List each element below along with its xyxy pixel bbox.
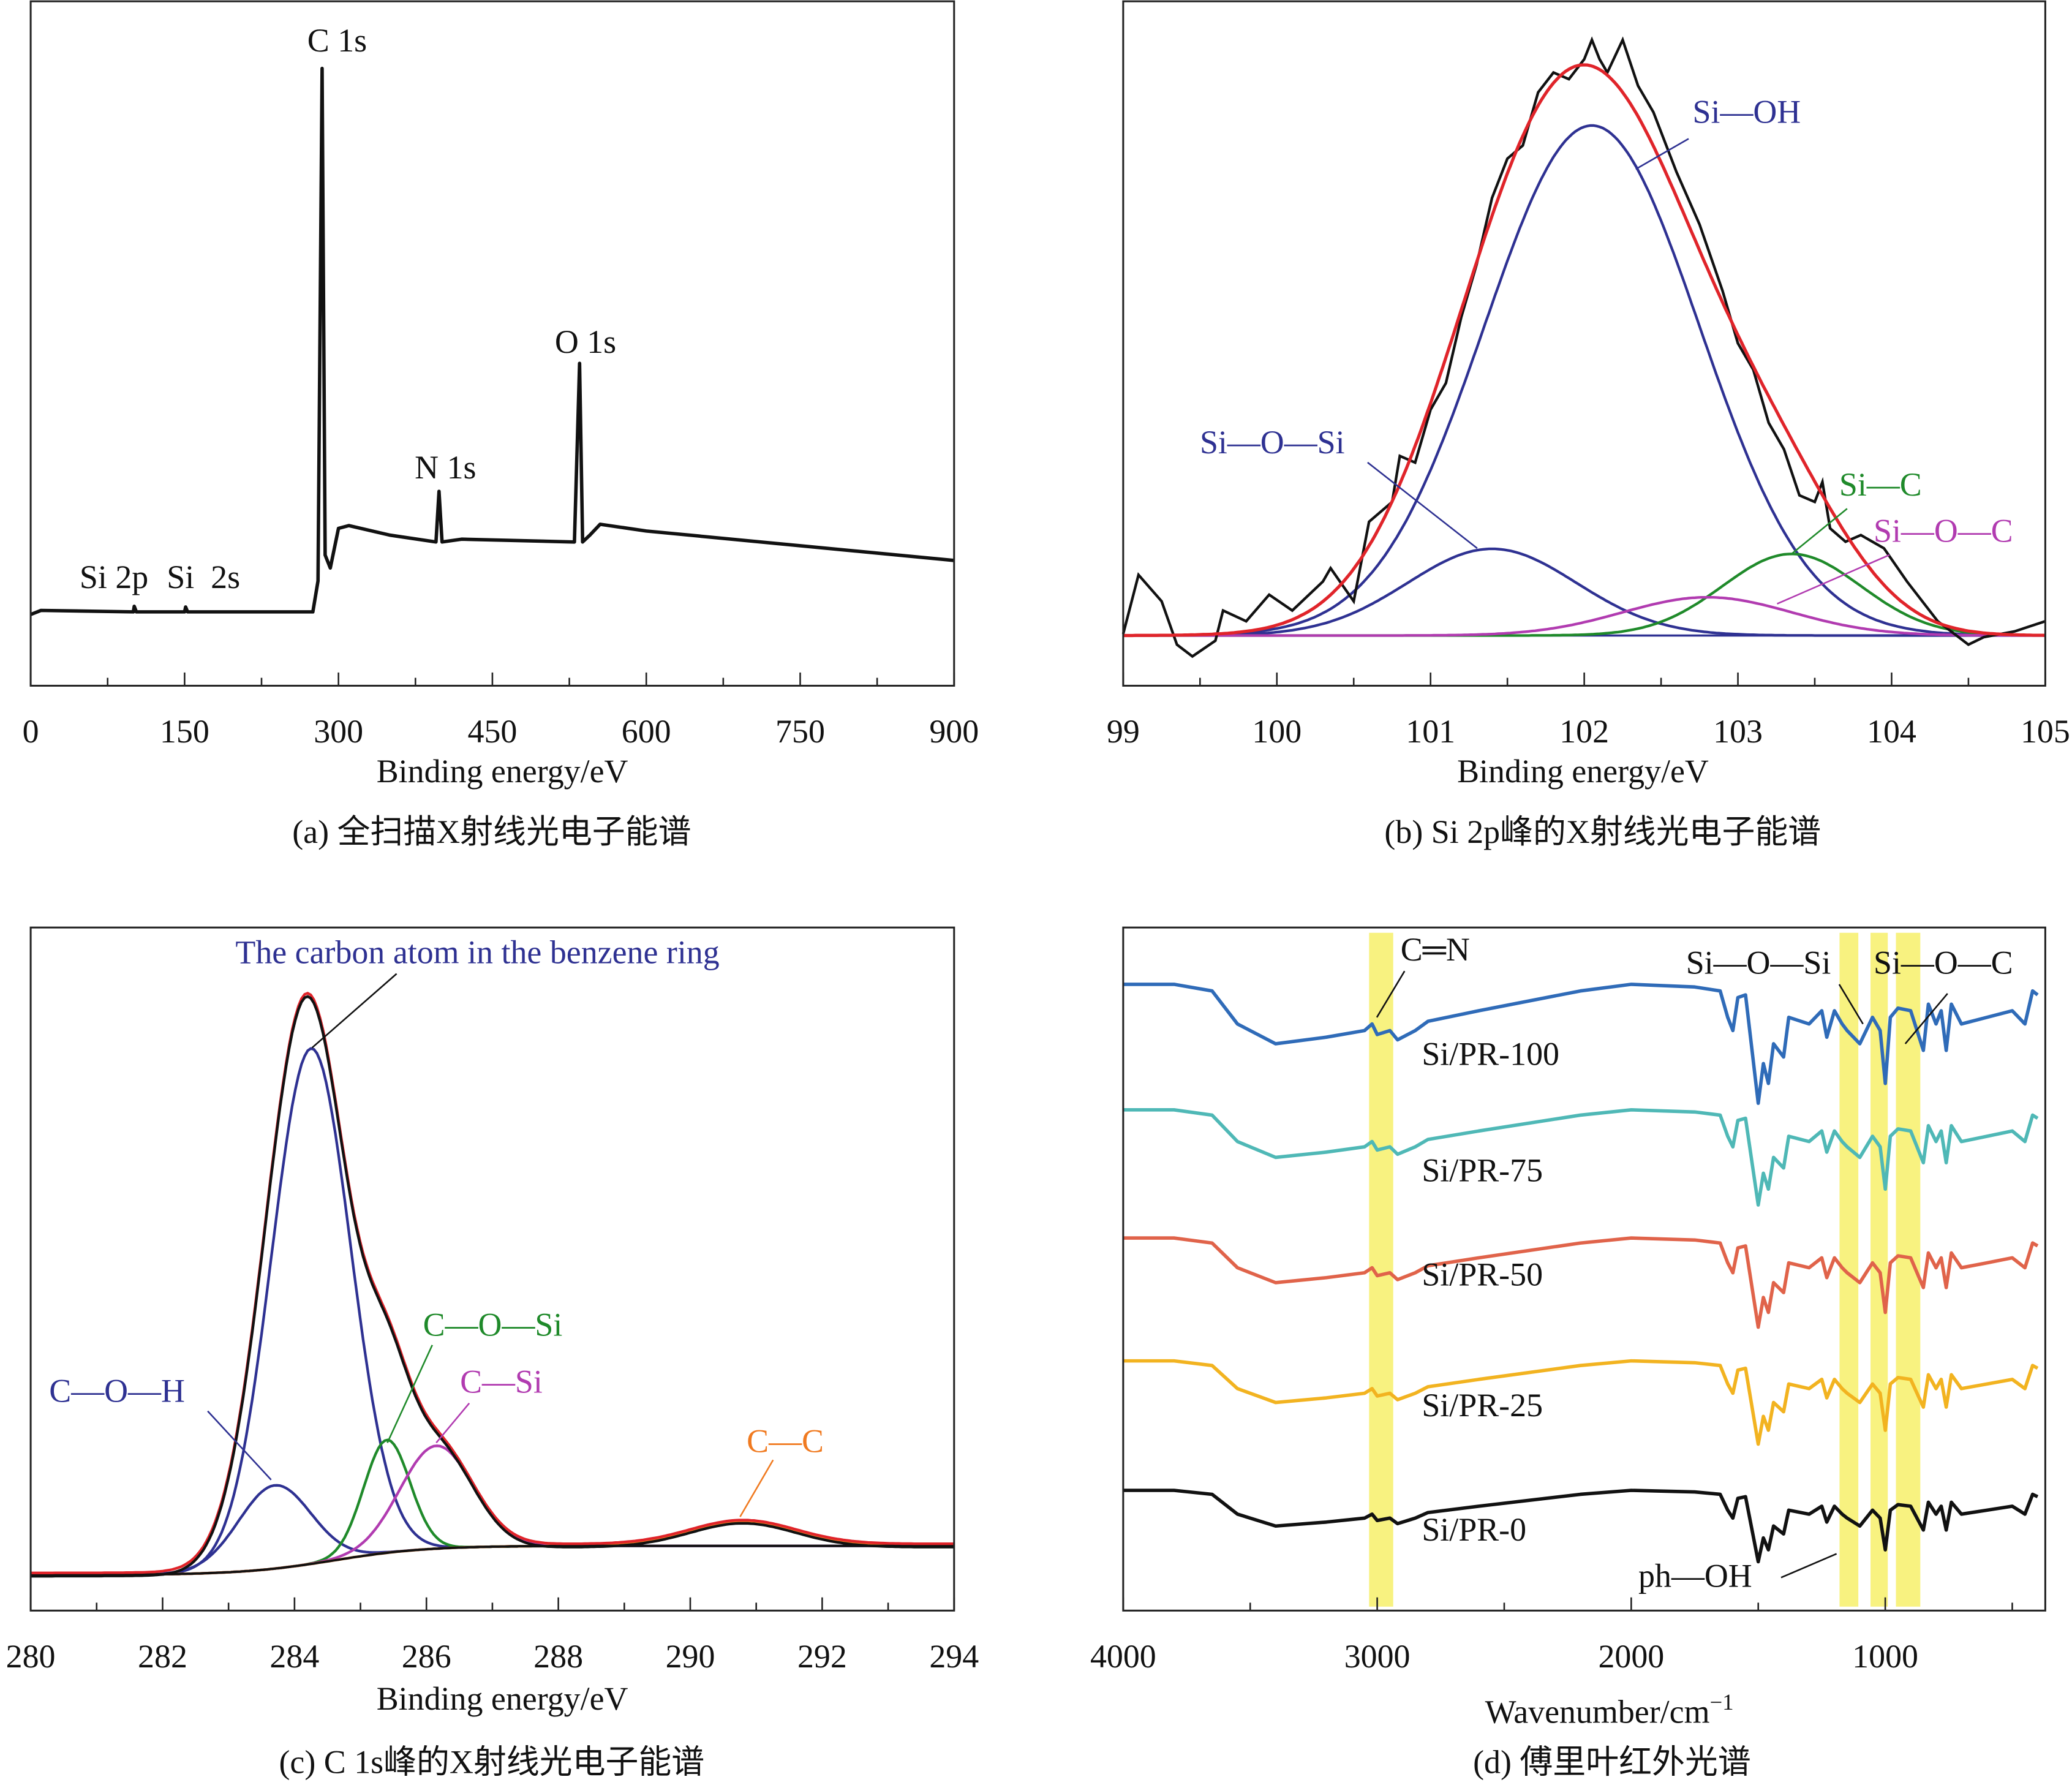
x-tick-label: 300 [314, 713, 363, 750]
x-tick-label: 101 [1406, 713, 1455, 750]
annotation-c-o-h: C—O—H [49, 1372, 185, 1409]
curves [30, 36, 2046, 1578]
series-Si/PR-75 [1123, 1108, 2039, 1207]
leader-si-oh [1635, 138, 1689, 170]
annotation-benzene-carbon: The carbon atom in the benzene ring [235, 934, 719, 970]
caption-b: (b) Si 2p峰的X射线光电子能谱 [1384, 813, 1821, 850]
leader-benzene-carbon [311, 973, 397, 1049]
leader-si-o-si-ir [1838, 984, 1864, 1025]
x-tick-label: 150 [160, 713, 209, 750]
leader-c-n [1376, 970, 1406, 1018]
annotation-si-o-c-ir: Si—O—C [1874, 945, 2013, 981]
x-tick-label: 284 [269, 1638, 319, 1675]
x-tick-label: 104 [1867, 713, 1916, 750]
axis-ticks: 0 150 300 450 600 750 900 99 100 101 102 103 104 105 2… [6, 672, 2070, 1675]
series-Si/PR-100 [1123, 983, 2039, 1105]
annotation-c1s: C 1s [307, 22, 367, 59]
annotation-si-o-si: Si—O—Si [1200, 424, 1345, 461]
xlabel-a: Binding energy/eV [377, 753, 628, 790]
annotation-c-si: C—Si [460, 1363, 543, 1400]
leader-c-c [739, 1459, 774, 1517]
x-tick-label: 450 [467, 713, 517, 750]
x-tick-label: 294 [929, 1638, 979, 1675]
plot-frame-d [1122, 926, 2046, 1612]
plot-frame-c [29, 926, 955, 1612]
leader-si-c [1790, 508, 1848, 556]
component-Si—O—C [1123, 595, 2046, 637]
caption-d: (d) 傅里叶红外光谱 [1473, 1744, 1751, 1781]
component-C—C [31, 1520, 954, 1577]
component-C—Si [31, 1444, 954, 1577]
x-tick-label: 4000 [1090, 1638, 1156, 1675]
x-tick-label: 3000 [1344, 1638, 1411, 1675]
leader-si-o-c-ir [1904, 993, 1948, 1044]
series-raw-c1s [31, 995, 954, 1578]
series-envelope-si2p [1123, 63, 2046, 638]
series-survey-spectrum [30, 66, 955, 616]
x-tick-label: 280 [6, 1638, 56, 1675]
component-C—O—H [31, 1484, 954, 1577]
annotation-ph-oh: ph—OH [1638, 1557, 1752, 1594]
x-tick-label: 99 [1107, 713, 1140, 750]
x-tick-label: 103 [1713, 713, 1763, 750]
annotation-c-n: C═N [1401, 931, 1470, 968]
x-tick-label: 750 [775, 713, 825, 750]
annotation-si-oh: Si—OH [1692, 94, 1801, 130]
component-Si—O—Si [1123, 547, 2046, 637]
series-raw-si2p [1121, 36, 2046, 659]
annotation-si2s: Si 2s [167, 559, 240, 595]
x-tick-label: 282 [138, 1638, 187, 1675]
series-Si/PR-50 [1123, 1236, 2039, 1329]
xlabel-b: Binding energy/eV [1457, 753, 1709, 790]
leader-si-o-c [1777, 554, 1890, 605]
x-tick-label: 900 [929, 713, 979, 750]
x-tick-label: 600 [622, 713, 671, 750]
annotation-si-o-si-ir: Si—O—Si [1686, 945, 1831, 981]
component-C—O—Si [31, 1438, 954, 1577]
leader-c-o-h [207, 1410, 272, 1481]
caption-a: (a) 全扫描X射线光电子能谱 [292, 813, 691, 850]
series-label: Si/PR-100 [1422, 1035, 1559, 1072]
xlabel-d: Wavenumber/cm−1 [1485, 1689, 1734, 1730]
series-envelope-c1s [31, 991, 954, 1574]
annotation-si2p: Si 2p [80, 559, 148, 595]
x-tick-label: 290 [666, 1638, 715, 1675]
leader-ph-oh [1780, 1553, 1837, 1579]
xlabel-c: Binding energy/eV [377, 1680, 628, 1717]
x-tick-label: 0 [23, 713, 39, 750]
leader-si-o-si [1367, 461, 1478, 549]
x-tick-label: 2000 [1598, 1638, 1664, 1675]
leader-c-si [435, 1402, 470, 1444]
x-tick-label: 102 [1559, 713, 1609, 750]
series-label: Si/PR-0 [1422, 1511, 1526, 1548]
annotation-c-c: C—C [747, 1422, 824, 1459]
x-tick-label: 292 [797, 1638, 847, 1675]
series-label: Si/PR-25 [1422, 1387, 1543, 1424]
background-shirley [31, 1544, 954, 1576]
series-Si/PR-0 [1123, 1489, 2039, 1564]
annotation-o1s: O 1s [555, 323, 616, 360]
annotation-si-c: Si—C [1839, 466, 1922, 503]
component-Si—OH [1123, 124, 2046, 637]
series-label: Si/PR-75 [1422, 1152, 1543, 1188]
series-Si/PR-25 [1123, 1359, 2039, 1446]
series-label: Si/PR-50 [1422, 1256, 1543, 1293]
annotation-n1s: N 1s [415, 449, 476, 486]
x-tick-label: 100 [1252, 713, 1302, 750]
leader-c-o-si [386, 1345, 433, 1443]
x-tick-label: 286 [402, 1638, 451, 1675]
x-tick-label: 288 [533, 1638, 583, 1675]
caption-c: (c) C 1s峰的X射线光电子能谱 [279, 1744, 704, 1781]
highlight-bands [1369, 932, 1921, 1607]
annotation-c-o-si: C—O—Si [423, 1307, 563, 1343]
annotation-si-o-c: Si—O—C [1874, 512, 2013, 549]
x-tick-label: 105 [2021, 713, 2070, 750]
series-labels: Si/PR-100 Si/PR-75 Si/PR-50 Si/PR-25 Si/PR-0 [1422, 1035, 1559, 1547]
x-tick-label: 1000 [1852, 1638, 1918, 1675]
